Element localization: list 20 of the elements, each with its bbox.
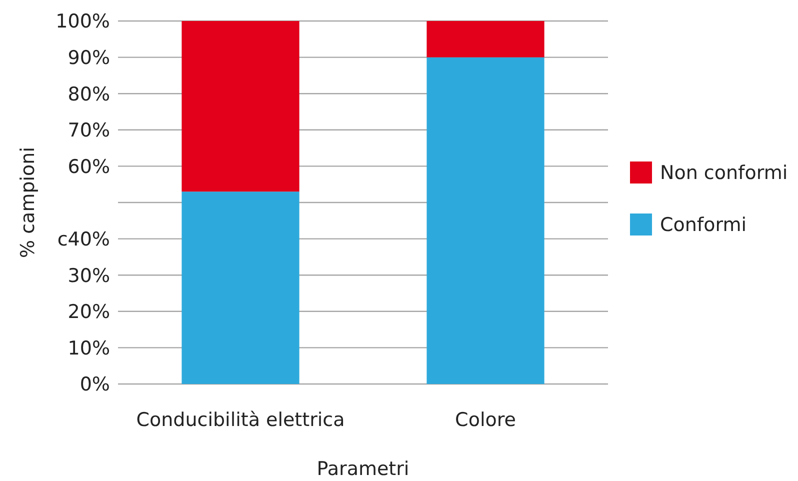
y-tick-label: 70% <box>68 120 110 142</box>
bar <box>426 21 544 58</box>
x-axis-title: Parametri <box>316 458 410 480</box>
x-tick-label: Colore <box>455 409 516 431</box>
y-tick-label: 60% <box>68 156 110 178</box>
y-tick-label: 100% <box>56 10 110 33</box>
legend-label: Conformi <box>660 214 747 236</box>
y-tick-label: 80% <box>68 83 110 106</box>
bar <box>182 21 300 192</box>
y-tick-label: 30% <box>68 264 110 287</box>
x-tick-label: Conducibilità elettrica <box>136 409 345 431</box>
y-tick-label: 90% <box>68 46 110 69</box>
y-tick-label: c40% <box>57 228 110 250</box>
y-tick-label: 0% <box>80 374 110 396</box>
y-axis-title: % campioni <box>17 147 39 258</box>
y-tick-label: 10% <box>68 337 110 360</box>
legend-label: Non conformi <box>660 162 788 184</box>
y-tick-label: 20% <box>68 301 110 324</box>
bar <box>182 192 300 384</box>
bar <box>426 57 544 384</box>
